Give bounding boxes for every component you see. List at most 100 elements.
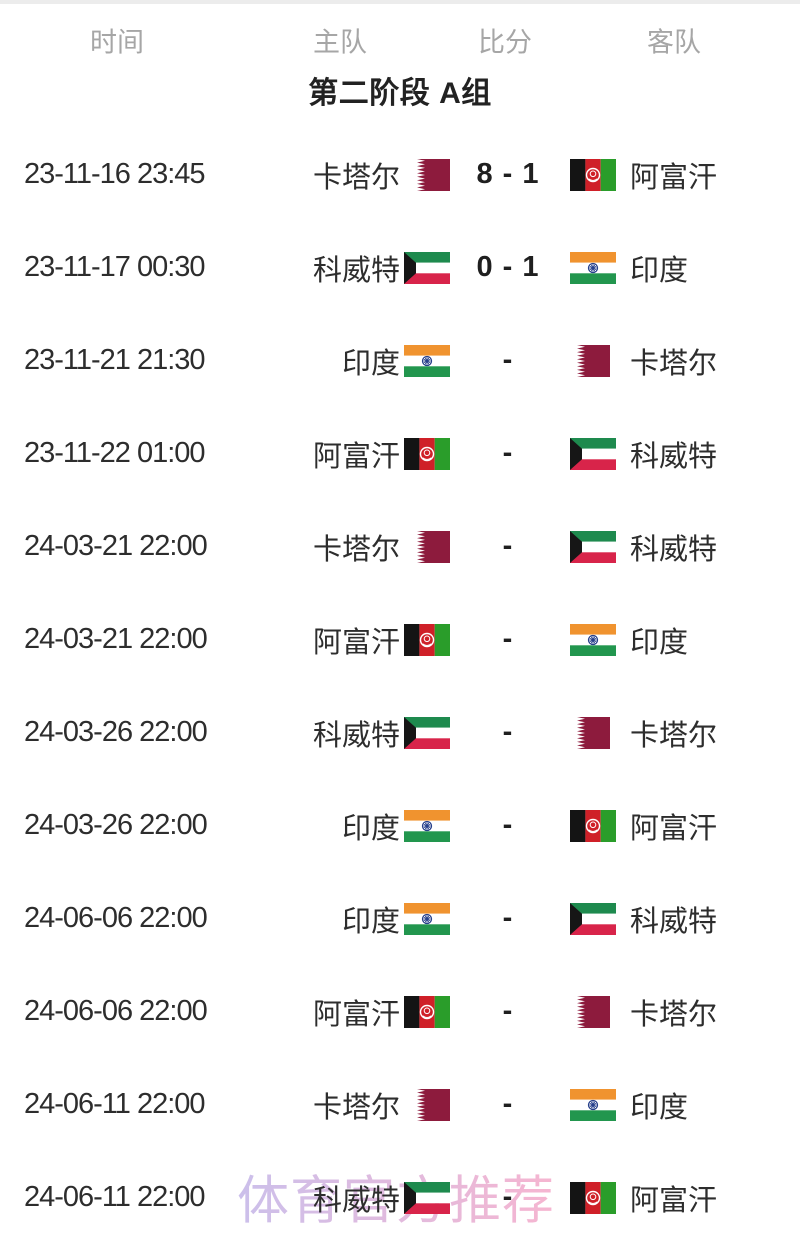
away-team-name: 卡塔尔 [630, 719, 718, 752]
match-time: 24-03-26 22:00 [24, 716, 208, 748]
home-team-flag [400, 809, 456, 842]
match-score: - [502, 809, 514, 841]
match-row[interactable]: 23-11-16 23:45 卡塔尔 8 - 1 阿富汗 [0, 128, 800, 221]
match-row[interactable]: 24-06-06 22:00 印度 - 科威特 [0, 872, 800, 965]
kuwait-flag-icon [570, 902, 616, 935]
match-time: 24-06-11 22:00 [24, 1181, 206, 1213]
match-row[interactable]: 24-06-11 22:00 卡塔尔 - 印度 [0, 1058, 800, 1151]
table-header: 时间 主队 比分 客队 [0, 4, 800, 62]
match-time: 24-06-11 22:00 [24, 1088, 206, 1120]
away-team-name: 科威特 [630, 533, 718, 566]
home-team-flag [400, 344, 456, 377]
away-team-flag [560, 158, 616, 191]
kuwait-flag-icon [570, 530, 616, 563]
match-score: - [502, 1088, 514, 1120]
india-flag-icon [404, 809, 450, 842]
match-row[interactable]: 23-11-22 01:00 阿富汗 - 科威特 [0, 407, 800, 500]
qatar-flag-icon [570, 344, 610, 377]
match-time: 23-11-17 00:30 [24, 251, 206, 283]
match-list: 23-11-16 23:45 卡塔尔 8 - 1 阿富汗 23-11-17 00… [0, 118, 800, 1244]
away-team-flag [560, 530, 616, 563]
afghanistan-flag-icon [404, 995, 450, 1028]
afghanistan-flag-icon [570, 1181, 616, 1214]
home-team-flag [400, 1088, 456, 1121]
match-schedule-page: 时间 主队 比分 客队 第二阶段 A组 23-11-16 23:45 卡塔尔 8… [0, 4, 800, 1244]
away-team-name: 阿富汗 [630, 161, 718, 194]
match-time: 24-03-26 22:00 [24, 809, 208, 841]
home-team-flag [400, 716, 456, 749]
away-team-flag [560, 716, 616, 749]
match-time: 23-11-21 21:30 [24, 344, 206, 376]
away-team-name: 印度 [630, 1091, 689, 1124]
match-time: 23-11-16 23:45 [24, 158, 206, 190]
column-label-time: 时间 [90, 27, 144, 58]
india-flag-icon [404, 344, 450, 377]
afghanistan-flag-icon [570, 809, 616, 842]
match-score: - [502, 344, 514, 376]
match-score: - [502, 530, 514, 562]
match-row[interactable]: 24-03-21 22:00 阿富汗 - 印度 [0, 593, 800, 686]
home-team-name: 科威特 [312, 1184, 400, 1217]
match-row[interactable]: 24-03-26 22:00 印度 - 阿富汗 [0, 779, 800, 872]
match-time: 24-03-21 22:00 [24, 530, 208, 562]
kuwait-flag-icon [404, 251, 450, 284]
away-team-name: 科威特 [630, 905, 718, 938]
column-label-home: 主队 [313, 27, 367, 58]
india-flag-icon [570, 623, 616, 656]
column-label-score: 比分 [478, 27, 532, 58]
away-team-flag [560, 437, 616, 470]
match-score: 0 - 1 [476, 251, 540, 283]
home-team-name: 卡塔尔 [312, 161, 400, 194]
home-team-name: 卡塔尔 [312, 533, 400, 566]
match-score: - [502, 437, 514, 469]
home-team-name: 科威特 [312, 719, 400, 752]
india-flag-icon [404, 902, 450, 935]
match-score: - [502, 902, 514, 934]
india-flag-icon [570, 1088, 616, 1121]
home-team-name: 印度 [341, 812, 400, 845]
afghanistan-flag-icon [404, 437, 450, 470]
match-row[interactable]: 24-06-06 22:00 阿富汗 - 卡塔尔 [0, 965, 800, 1058]
kuwait-flag-icon [404, 1181, 450, 1214]
match-row[interactable]: 24-06-11 22:00 科威特 - 阿富汗 [0, 1151, 800, 1244]
india-flag-icon [570, 251, 616, 284]
away-team-name: 科威特 [630, 440, 718, 473]
qatar-flag-icon [570, 716, 610, 749]
home-team-name: 阿富汗 [312, 626, 400, 659]
match-row[interactable]: 24-03-26 22:00 科威特 - 卡塔尔 [0, 686, 800, 779]
away-team-flag [560, 251, 616, 284]
match-score: - [502, 716, 514, 748]
match-score: 8 - 1 [476, 158, 540, 190]
away-team-name: 印度 [630, 254, 689, 287]
kuwait-flag-icon [404, 716, 450, 749]
away-team-flag [560, 902, 616, 935]
home-team-name: 卡塔尔 [312, 1091, 400, 1124]
qatar-flag-icon [410, 1088, 450, 1121]
home-team-name: 阿富汗 [312, 998, 400, 1031]
home-team-flag [400, 251, 456, 284]
match-time: 23-11-22 01:00 [24, 437, 206, 469]
home-team-name: 阿富汗 [312, 440, 400, 473]
away-team-flag [560, 1088, 616, 1121]
away-team-name: 卡塔尔 [630, 998, 718, 1031]
home-team-name: 科威特 [312, 254, 400, 287]
match-time: 24-06-06 22:00 [24, 995, 208, 1027]
qatar-flag-icon [410, 530, 450, 563]
home-team-flag [400, 530, 456, 563]
match-time: 24-03-21 22:00 [24, 623, 208, 655]
match-row[interactable]: 23-11-21 21:30 印度 - 卡塔尔 [0, 314, 800, 407]
kuwait-flag-icon [570, 437, 616, 470]
home-team-name: 印度 [341, 347, 400, 380]
home-team-flag [400, 158, 456, 191]
match-row[interactable]: 24-03-21 22:00 卡塔尔 - 科威特 [0, 500, 800, 593]
away-team-name: 阿富汗 [630, 1184, 718, 1217]
away-team-flag [560, 1181, 616, 1214]
away-team-flag [560, 995, 616, 1028]
home-team-flag [400, 437, 456, 470]
match-row[interactable]: 23-11-17 00:30 科威特 0 - 1 印度 [0, 221, 800, 314]
home-team-flag [400, 623, 456, 656]
away-team-name: 印度 [630, 626, 689, 659]
column-label-away: 客队 [647, 27, 701, 58]
qatar-flag-icon [410, 158, 450, 191]
match-score: - [502, 1181, 514, 1213]
